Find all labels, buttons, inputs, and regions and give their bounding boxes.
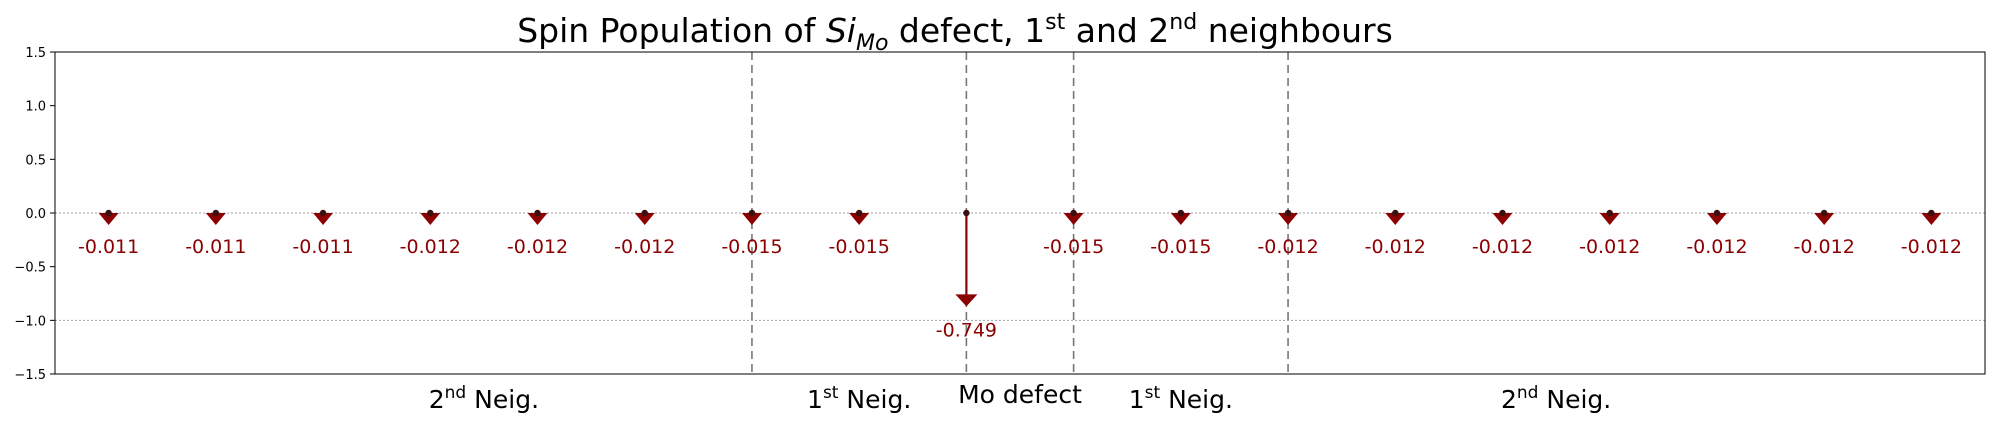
chart-title: Spin Population of SiMo defect, 1st and … <box>517 10 1393 56</box>
group-label: 2nd Neig. <box>1501 383 1611 414</box>
group-label-sup: st <box>823 383 839 403</box>
arrow-head <box>98 213 119 225</box>
arrow-head <box>1063 213 1084 225</box>
group-label: 2nd Neig. <box>429 383 539 414</box>
value-label: -0.012 <box>400 236 461 258</box>
group-label: 1st Neig. <box>1129 383 1233 414</box>
title-sup-1: st <box>1045 10 1065 35</box>
arrow-head <box>420 213 441 225</box>
data-point <box>1606 209 1613 217</box>
data-point <box>1070 209 1077 217</box>
title-suffix: neighbours <box>1197 11 1393 50</box>
value-label: -0.011 <box>78 236 139 258</box>
value-label: -0.015 <box>1150 236 1211 258</box>
data-point <box>1392 209 1399 217</box>
arrow-head <box>1706 213 1727 225</box>
group-label-rest: Neig. <box>1160 385 1233 414</box>
data-point <box>855 209 863 217</box>
group-label-rest: Neig. <box>466 385 539 414</box>
data-point <box>1928 209 1935 217</box>
y-tick-label: −1.5 <box>14 368 46 383</box>
data-point <box>1499 209 1506 217</box>
arrow-head <box>527 213 548 225</box>
data-point <box>105 209 112 217</box>
value-label: -0.015 <box>829 236 890 258</box>
y-tick-label: 0.0 <box>25 207 46 222</box>
value-label: -0.012 <box>1257 236 1318 258</box>
data-point <box>427 209 434 217</box>
group-label-main: 2 <box>429 385 445 414</box>
arrow-head <box>1921 213 1942 225</box>
group-label-sup: nd <box>445 383 467 403</box>
y-tick-label: 1.5 <box>25 46 46 61</box>
arrow-head <box>205 213 226 225</box>
value-label: -0.012 <box>1901 236 1962 258</box>
plot-area: 1.5 1.0 0.5 0.0 −0.5 −1.0 −1.5 -0.011 -0.011 -0.0… <box>14 46 1986 414</box>
data-point <box>1820 209 1828 217</box>
group-label-main: Mo defect <box>958 380 1082 409</box>
value-label: -0.012 <box>507 236 568 258</box>
data-point <box>641 209 648 217</box>
arrow-head <box>1278 213 1299 225</box>
y-tick-label: −0.5 <box>14 261 46 276</box>
value-label: -0.012 <box>1794 236 1855 258</box>
title-and: and 2 <box>1065 11 1169 50</box>
value-label: -0.015 <box>1043 236 1104 258</box>
value-label: -0.015 <box>721 236 782 258</box>
value-label: -0.011 <box>185 236 246 258</box>
group-label-rest: Neig. <box>1538 385 1611 414</box>
group-label-sup: nd <box>1517 383 1539 403</box>
value-label: -0.012 <box>1472 236 1533 258</box>
plot-frame <box>54 51 1986 375</box>
data-point <box>534 209 541 217</box>
data-point <box>1177 209 1185 217</box>
group-label-main: 1 <box>1129 385 1145 414</box>
arrow-head <box>1170 213 1191 225</box>
arrow-head <box>1814 213 1835 225</box>
arrow-head <box>634 213 655 225</box>
group-label: Mo defect <box>958 380 1082 409</box>
group-label-sup: st <box>1145 383 1161 403</box>
arrow-head <box>1492 213 1513 225</box>
data-point <box>212 209 220 217</box>
title-middle: defect, 1 <box>888 11 1045 50</box>
y-tick-label: 0.5 <box>25 153 46 168</box>
group-label-rest: Neig. <box>838 385 911 414</box>
group-label-main: 2 <box>1501 385 1517 414</box>
value-label: -0.012 <box>1686 236 1747 258</box>
title-symbol: Si <box>826 11 856 50</box>
data-point <box>1284 209 1292 217</box>
arrow-head <box>313 213 334 225</box>
value-label: -0.011 <box>292 236 353 258</box>
value-label: -0.012 <box>1579 236 1640 258</box>
arrow-head <box>955 294 978 307</box>
data-point <box>1713 209 1721 217</box>
group-label-main: 1 <box>807 385 823 414</box>
arrow-head <box>1385 213 1406 225</box>
data-point <box>963 209 970 217</box>
data-point <box>319 209 327 217</box>
value-label: -0.012 <box>1365 236 1426 258</box>
y-tick-label: −1.0 <box>14 314 46 329</box>
value-label: -0.749 <box>936 319 997 341</box>
data-point <box>748 209 756 217</box>
arrow-head <box>1599 213 1620 225</box>
arrow-head <box>849 213 870 225</box>
y-tick-label: 1.0 <box>25 100 46 115</box>
title-sup-2: nd <box>1169 10 1197 35</box>
arrow-head <box>741 213 762 225</box>
value-label: -0.012 <box>614 236 675 258</box>
group-label: 1st Neig. <box>807 383 911 414</box>
title-prefix: Spin Population of <box>517 11 826 50</box>
